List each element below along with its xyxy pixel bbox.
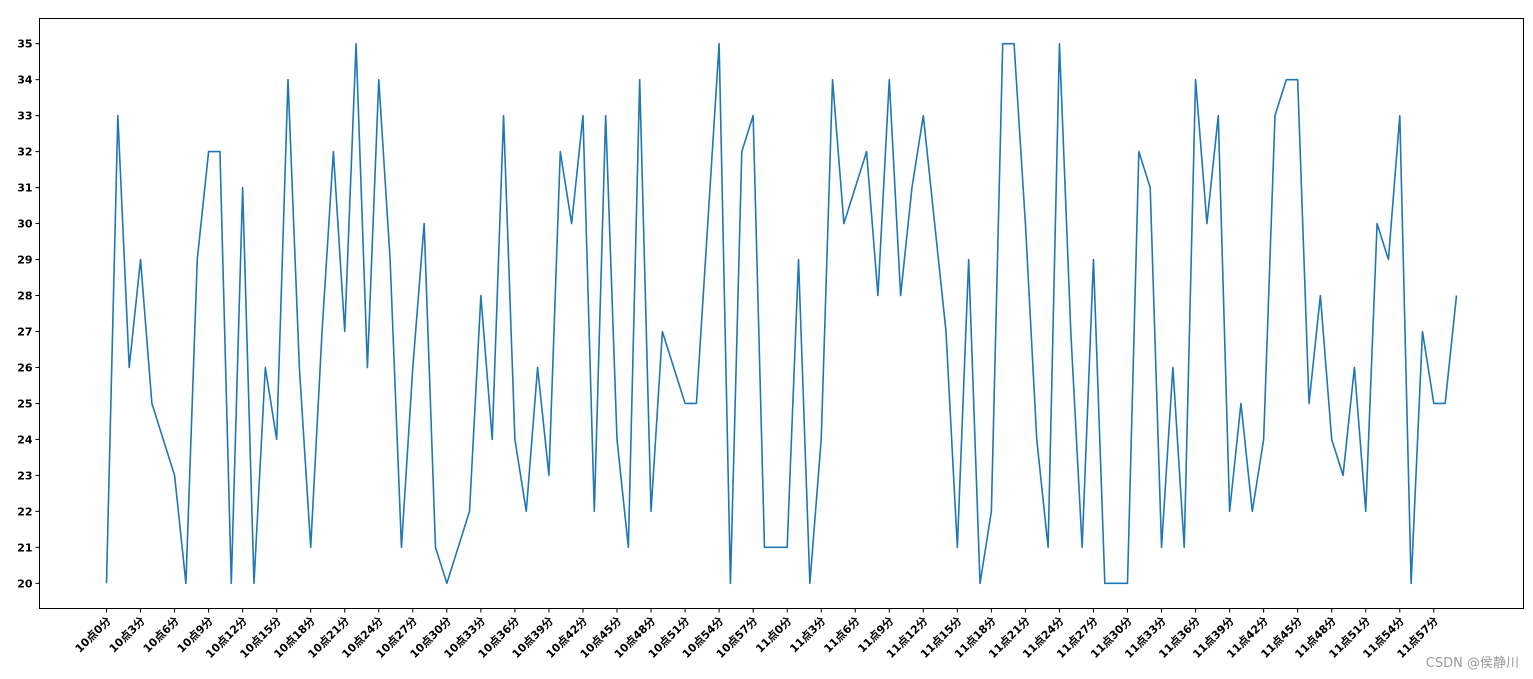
x-tick-label: 10点3分 <box>106 614 148 656</box>
y-tick-label: 21 <box>17 541 32 554</box>
y-tick-label: 20 <box>17 577 33 590</box>
x-tick-label: 11点3分 <box>787 614 829 656</box>
y-tick-label: 23 <box>17 469 32 482</box>
y-tick-label: 33 <box>17 110 32 123</box>
x-tick-label: 10点0分 <box>72 614 114 656</box>
y-tick-label: 27 <box>17 325 32 338</box>
series-line <box>105 42 1458 585</box>
y-tick-label: 25 <box>17 397 32 410</box>
plot-frame <box>39 18 1524 609</box>
x-axis-ticks: 10点0分10点3分10点6分10点9分10点12分10点15分10点18分10… <box>72 608 1441 661</box>
y-tick-label: 28 <box>17 290 32 303</box>
y-tick-label: 22 <box>17 505 32 518</box>
y-tick-label: 31 <box>17 182 32 195</box>
y-axis-ticks: 20 21 22 23 24 25 26 27 28 29 30 31 32 33 34 35 <box>17 38 40 590</box>
y-tick-label: 32 <box>17 146 32 159</box>
x-tick-label: 10点6分 <box>140 614 182 656</box>
x-tick-label: 11点6分 <box>821 614 863 656</box>
y-tick-label: 26 <box>17 361 33 374</box>
x-tick-label: 11点0分 <box>753 614 795 656</box>
y-tick-label: 35 <box>17 38 32 51</box>
y-tick-label: 29 <box>17 254 32 267</box>
y-tick-label: 34 <box>17 74 33 87</box>
y-tick-label: 24 <box>17 433 33 446</box>
watermark: CSDN @侯静川 <box>1425 656 1519 671</box>
y-tick-label: 30 <box>17 218 33 231</box>
